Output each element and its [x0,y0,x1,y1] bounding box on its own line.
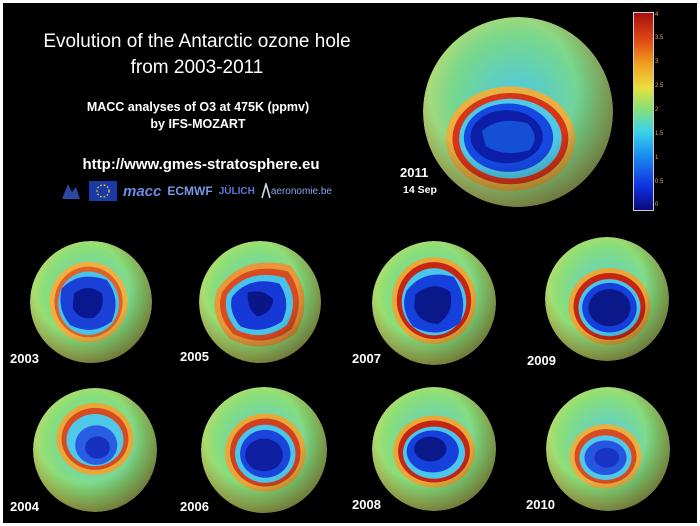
figure-title: Evolution of the Antarctic ozone hole fr… [17,29,377,81]
globe-2009 [545,237,669,361]
aeronomie-label: aeronomie.be [270,185,332,197]
colorbar-tick: 3 [655,59,659,65]
globe-2007 [372,241,496,365]
partner-logos: macc ECMWF JÜLICH aeronomie.be [59,179,344,203]
title-line-1: Evolution of the Antarctic ozone hole [43,31,351,52]
year-label-2003: 2003 [10,351,39,366]
year-label-2007: 2007 [352,351,381,366]
globe-2008 [372,387,496,511]
year-label-2011: 2011 [400,165,429,180]
figure-frame: Evolution of the Antarctic ozone hole fr… [3,3,697,523]
globe-2003 [30,241,152,363]
globe-2011 [423,17,613,207]
colorbar-tick: 2 [655,107,659,113]
colorbar-tick: 3.5 [655,35,664,41]
website-url: http://www.gmes-stratosphere.eu [82,156,320,173]
colorbar [633,12,654,211]
colorbar-tick: 1 [655,155,659,161]
globe-2010 [546,387,670,511]
globe-2004 [33,388,157,512]
year-label-2008: 2008 [352,497,381,512]
eu-flag-icon [89,180,117,202]
aeronomie-logo: aeronomie.be [261,180,332,202]
subtitle-line-2: by IFS-MOZART [150,117,246,131]
figure-subtitle: MACC analyses of O3 at 475K (ppmv) by IF… [63,99,333,133]
year-label-2005: 2005 [180,349,209,364]
colorbar-tick: 0.5 [655,179,664,185]
colorbar-ticks: 4 3.5 3 2.5 2 1.5 1 0.5 0 [653,12,673,209]
ecmwf-logo: ECMWF [167,184,213,198]
year-label-2006: 2006 [180,499,209,514]
date-label: 14 Sep [403,184,437,196]
globe-2006 [201,387,327,513]
colorbar-tick: 0 [655,202,659,208]
subtitle-line-1: MACC analyses of O3 at 475K (ppmv) [86,100,310,114]
colorbar-tick: 1.5 [655,131,664,137]
colorbar-tick: 4 [655,12,659,18]
year-label-2010: 2010 [526,497,555,512]
year-label-2009: 2009 [527,353,556,368]
macc-logo: macc [123,182,162,200]
globe-2005 [199,241,321,363]
a-mark-icon [261,183,271,199]
title-line-2: from 2003-2011 [130,57,264,78]
bird-logo-icon [59,180,83,202]
colorbar-tick: 2.5 [655,83,664,89]
julich-logo: JÜLICH [218,185,255,197]
year-label-2004: 2004 [10,499,39,514]
